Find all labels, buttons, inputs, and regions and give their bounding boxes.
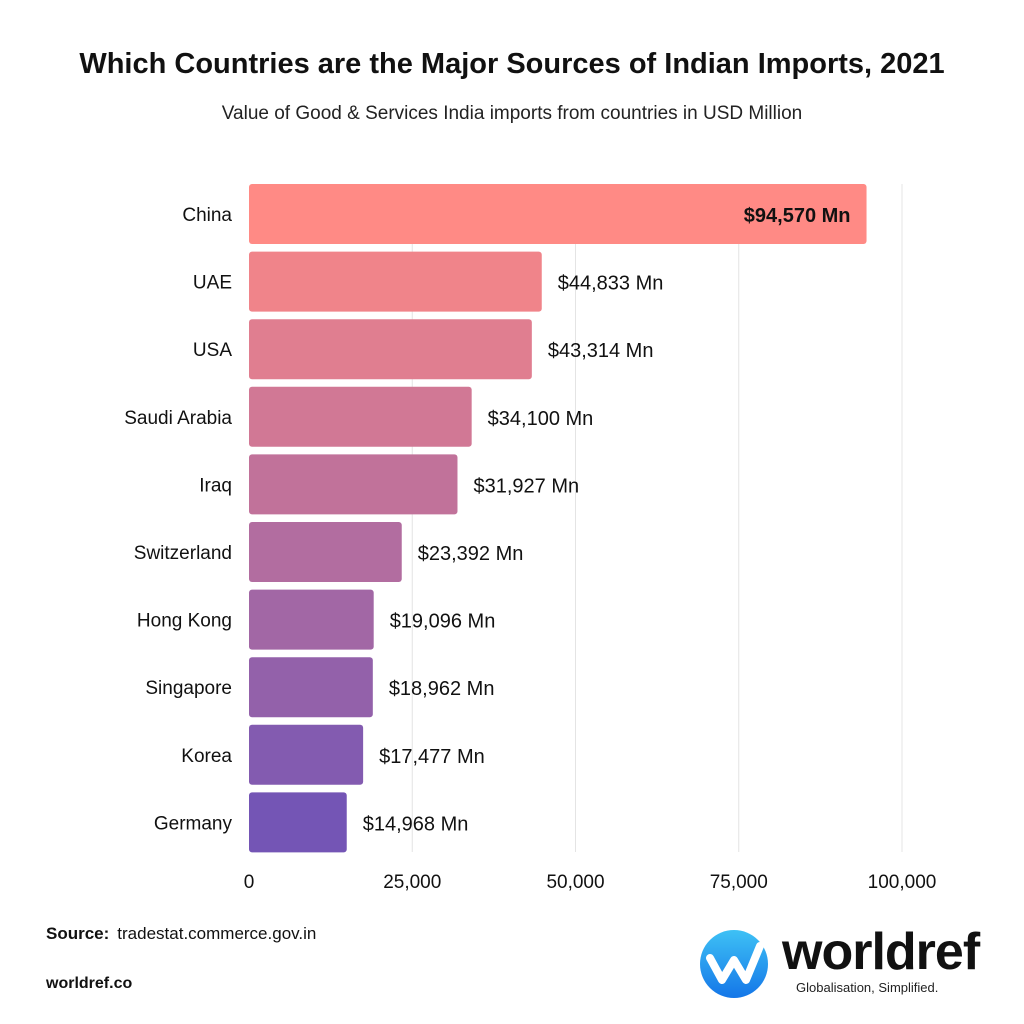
chart-title: Which Countries are the Major Sources of…: [79, 48, 945, 80]
category-label: Hong Kong: [137, 611, 232, 632]
bar: [249, 589, 374, 650]
bar: [249, 251, 542, 312]
x-tick-label: 75,000: [710, 872, 768, 893]
data-label: $43,314 Mn: [548, 340, 654, 362]
bar: [249, 319, 532, 380]
chart-subtitle: Value of Good & Services India imports f…: [221, 103, 803, 124]
data-label: $31,927 Mn: [473, 475, 579, 497]
category-label: Saudi Arabia: [124, 408, 232, 429]
worldref-logo: worldref Globalisation, Simplified.: [698, 923, 988, 1000]
category-label: UAE: [193, 273, 232, 294]
website-text: worldref.co: [46, 975, 133, 992]
data-label: $14,968 Mn: [363, 813, 469, 835]
x-tick-label: 0: [244, 872, 255, 893]
data-label: $44,833 Mn: [558, 273, 664, 295]
bar: [249, 792, 347, 853]
category-label: China: [182, 205, 232, 226]
source-value: tradestat.commerce.gov.in: [117, 924, 317, 943]
logo-tagline: Globalisation, Simplified.: [796, 980, 939, 995]
x-tick-label: 100,000: [868, 872, 937, 893]
x-tick-label: 25,000: [383, 872, 441, 893]
data-label: $34,100 Mn: [488, 408, 594, 430]
category-label: Singapore: [145, 678, 232, 699]
data-label: $23,392 Mn: [418, 543, 524, 565]
data-label: $94,570 Mn: [744, 205, 851, 227]
data-label: $17,477 Mn: [379, 746, 485, 768]
category-label: USA: [193, 340, 232, 361]
logo-wordmark: worldref: [782, 923, 980, 981]
x-tick-label: 50,000: [546, 872, 604, 893]
worldref-w-logo-icon: [700, 930, 768, 998]
bar: [249, 724, 364, 785]
bar: [249, 184, 867, 244]
bar: [249, 657, 373, 718]
source-label: Source:: [46, 924, 110, 943]
category-label: Switzerland: [134, 543, 232, 564]
source-note: Source: tradestat.commerce.gov.in: [46, 924, 316, 944]
data-label: $18,962 Mn: [389, 678, 495, 700]
bar: [249, 454, 458, 515]
category-label: Iraq: [199, 475, 232, 496]
data-label: $19,096 Mn: [390, 611, 496, 633]
category-label: Germany: [154, 813, 233, 834]
bar: [249, 386, 472, 447]
bar: [249, 522, 402, 582]
category-label: Korea: [181, 746, 232, 767]
